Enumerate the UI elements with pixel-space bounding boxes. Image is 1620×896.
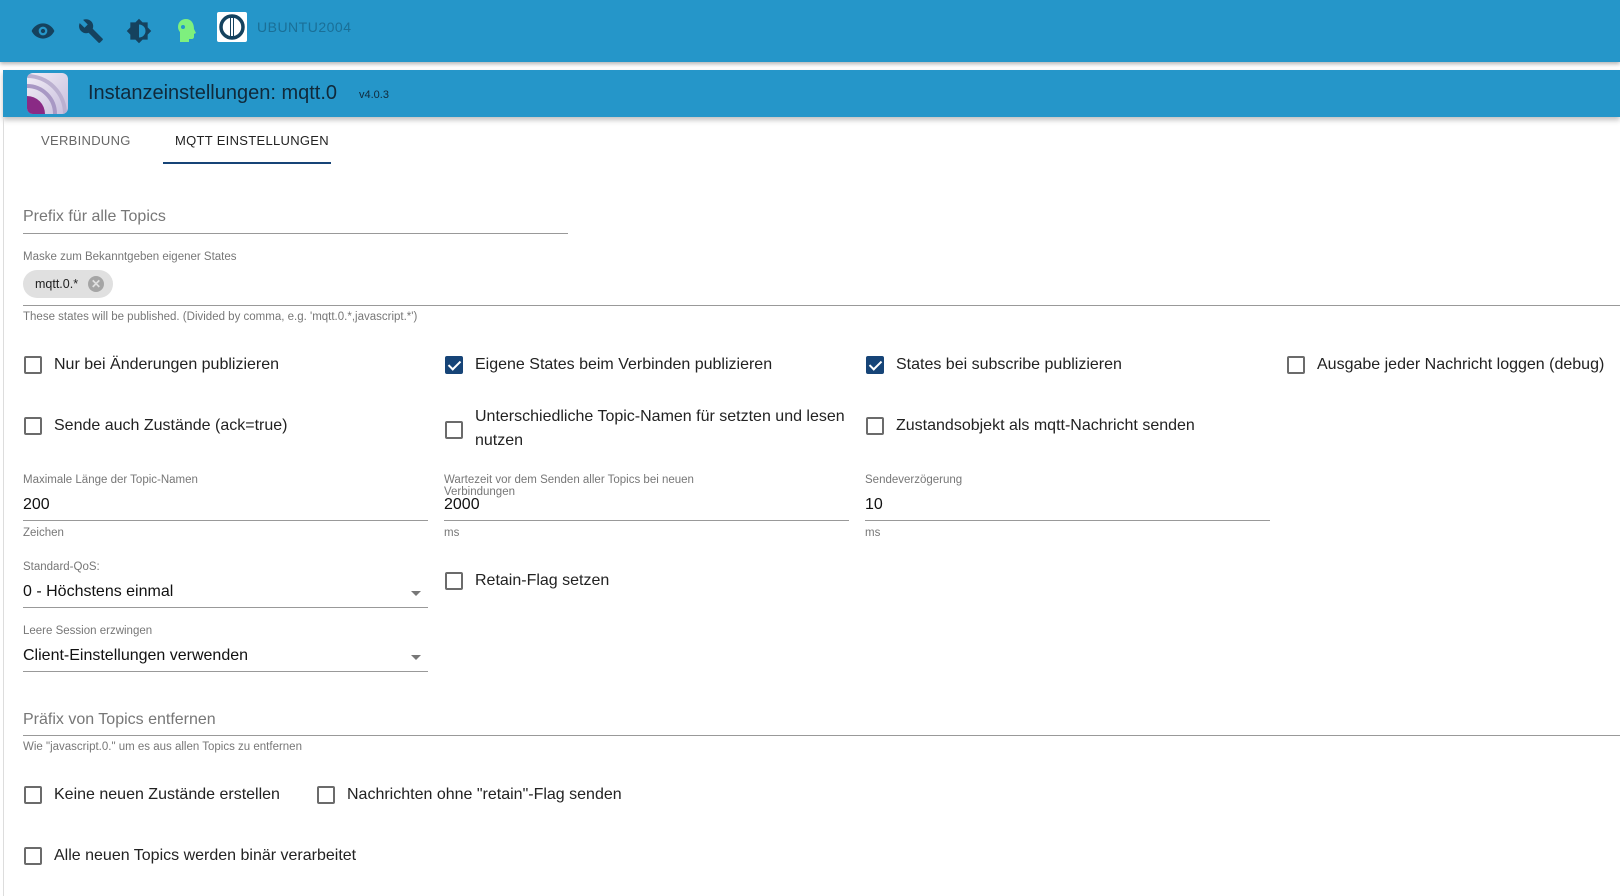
tab-mqtt-einstellungen[interactable]: MQTT EINSTELLUNGEN: [175, 133, 329, 148]
checkbox-label: Nur bei Änderungen publizieren: [54, 356, 280, 373]
underline: [865, 520, 1270, 521]
checkbox-label: Retain-Flag setzen: [475, 572, 610, 589]
session-label: Leere Session erzwingen: [23, 625, 153, 637]
checkbox-publish-on-subscribe[interactable]: [866, 356, 884, 374]
eye-icon[interactable]: [28, 16, 58, 46]
chip-label: mqtt.0.*: [35, 277, 79, 291]
checkbox-send-ack[interactable]: [24, 417, 42, 435]
underline: [23, 607, 428, 608]
dropdown-arrow-icon[interactable]: [411, 655, 421, 660]
checkbox-label: Unterschiedliche Topic-Namen für setzten…: [475, 408, 845, 449]
checkbox-different-topic-names[interactable]: [445, 421, 463, 439]
qos-select[interactable]: 0 - Höchstens einmal: [23, 583, 174, 600]
chip-remove-icon[interactable]: ✕: [88, 276, 104, 292]
checkbox-debug-log[interactable]: [1287, 356, 1305, 374]
version-badge: v4.0.3: [359, 89, 389, 101]
unit-label: ms: [444, 527, 460, 539]
dropdown-arrow-icon[interactable]: [411, 591, 421, 596]
checkbox-state-object[interactable]: [866, 417, 884, 435]
session-select[interactable]: Client-Einstellungen verwenden: [23, 647, 249, 664]
iobroker-logo[interactable]: [217, 12, 247, 42]
instance-header: Instanzeinstellungen: mqtt.0 v4.0.3: [3, 70, 1620, 117]
max-topic-length-input[interactable]: 200: [23, 496, 50, 513]
tab-indicator: [163, 162, 331, 164]
checkbox-only-changes[interactable]: [24, 356, 42, 374]
checkbox-label: States bei subscribe publizieren: [896, 356, 1122, 373]
checkbox-no-new-states[interactable]: [24, 786, 42, 804]
underline: [23, 735, 1620, 736]
checkbox-binary-topics[interactable]: [24, 847, 42, 865]
checkbox-label: Ausgabe jeder Nachricht loggen (debug): [1317, 356, 1605, 373]
mask-underline: [23, 305, 1620, 306]
prefix-underline: [23, 233, 568, 234]
remove-prefix-help: Wie "javascript.0." um es aus allen Topi…: [23, 741, 302, 753]
max-topic-length-label: Maximale Länge der Topic-Namen: [23, 474, 198, 486]
unit-label: Zeichen: [23, 527, 64, 539]
prefix-input[interactable]: Prefix für alle Topics: [23, 208, 166, 225]
checkbox-label: Keine neuen Zustände erstellen: [54, 786, 280, 803]
checkbox-label: Alle neuen Topics werden binär verarbeit…: [54, 847, 357, 864]
checkbox-label: Nachrichten ohne "retain"-Flag senden: [347, 786, 622, 803]
unit-label: ms: [865, 527, 881, 539]
send-delay-new-conn-input[interactable]: 2000: [444, 496, 480, 513]
checkbox-label: Zustandsobjekt als mqtt-Nachricht senden: [896, 417, 1195, 434]
underline: [23, 671, 428, 672]
send-delay-new-conn-label: Wartezeit vor dem Senden aller Topics be…: [444, 474, 694, 498]
hostname: UBUNTU2004: [257, 19, 352, 35]
checkbox-publish-own-on-connect[interactable]: [445, 356, 463, 374]
checkbox-label: Sende auch Zustände (ack=true): [54, 417, 288, 434]
checkbox-retain-flag[interactable]: [445, 572, 463, 590]
mask-chip[interactable]: mqtt.0.* ✕: [23, 270, 113, 298]
divider: [3, 117, 4, 896]
mask-label: Maske zum Bekanntgeben eigener States: [23, 251, 237, 263]
qos-label: Standard-QoS:: [23, 561, 100, 573]
wrench-icon[interactable]: [76, 16, 106, 46]
expert-head-icon[interactable]: [171, 16, 201, 46]
remove-prefix-input[interactable]: Präfix von Topics entfernen: [23, 711, 216, 728]
send-interval-label: Sendeverzögerung: [865, 474, 963, 486]
underline: [444, 520, 849, 521]
checkbox-no-retain[interactable]: [317, 786, 335, 804]
mqtt-adapter-icon: [27, 73, 68, 114]
mask-help: These states will be published. (Divided…: [23, 311, 418, 323]
checkbox-label: Eigene States beim Verbinden publizieren: [475, 356, 773, 373]
underline: [23, 520, 428, 521]
tab-verbindung[interactable]: VERBINDUNG: [41, 133, 131, 148]
send-interval-input[interactable]: 10: [865, 496, 883, 513]
top-toolbar: UBUNTU2004: [0, 0, 1620, 62]
brightness-icon[interactable]: [124, 16, 154, 46]
page-title: Instanzeinstellungen: mqtt.0: [88, 82, 338, 104]
